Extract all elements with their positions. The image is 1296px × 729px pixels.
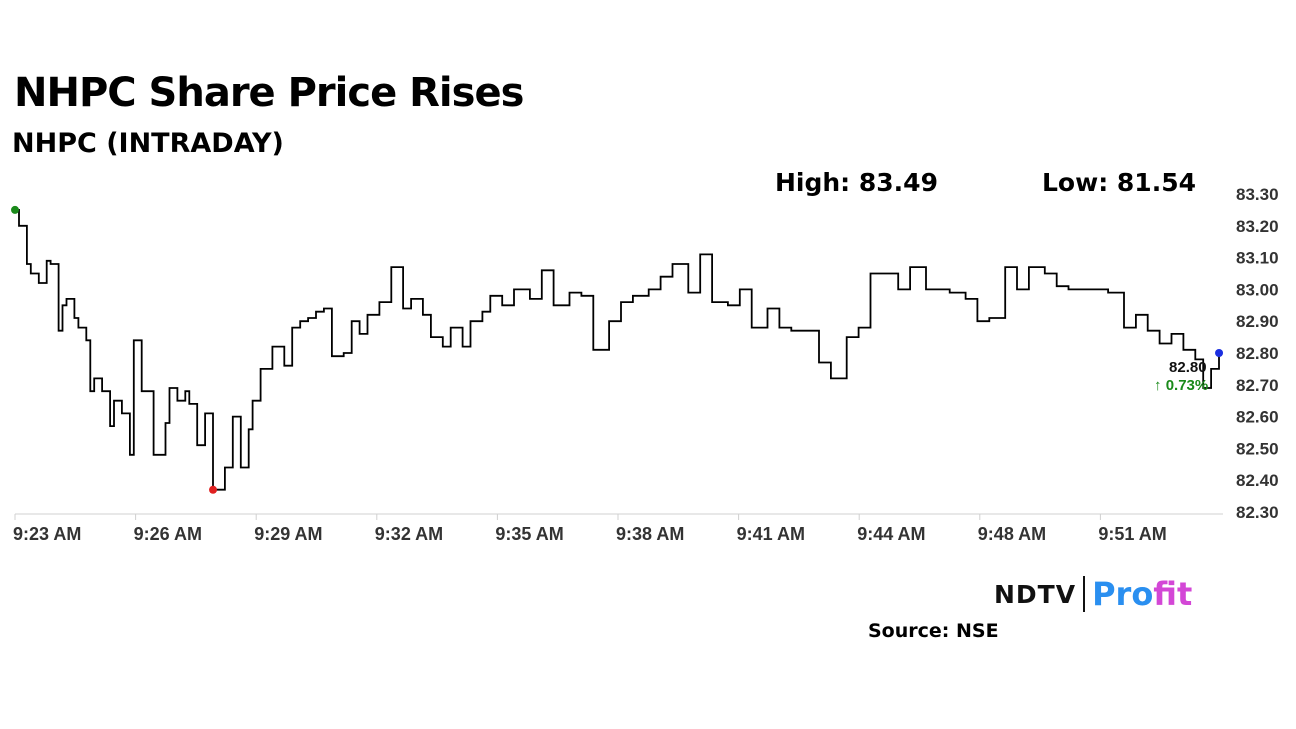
y-tick-label: 83.30 [1236, 185, 1279, 204]
y-tick-label: 82.40 [1236, 471, 1279, 490]
x-tick-label: 9:48 AM [978, 524, 1046, 544]
y-tick-label: 82.60 [1236, 408, 1279, 427]
start-marker [11, 205, 19, 214]
y-tick-label: 83.10 [1236, 249, 1279, 268]
x-tick-label: 9:32 AM [375, 524, 443, 544]
y-tick-label: 82.90 [1236, 312, 1279, 331]
last-price-label: 82.80 [1169, 359, 1207, 376]
logo-profit-part-2: fit [1153, 575, 1193, 613]
x-tick-label: 9:35 AM [495, 524, 563, 544]
y-axis: 83.30 83.20 83.10 83.00 82.90 82.80 82.70 82.60… [1236, 185, 1279, 522]
y-tick-label: 82.50 [1236, 439, 1279, 458]
y-tick-label: 82.30 [1236, 503, 1279, 522]
x-tick-label: 9:29 AM [254, 524, 322, 544]
x-tick-label: 9:41 AM [737, 524, 805, 544]
chart-title: NHPC (INTRADAY) [12, 128, 284, 159]
ndtv-profit-logo: NDTV Profit [994, 574, 1192, 614]
x-tick-label: 9:51 AM [1098, 524, 1166, 544]
change-label: ↑ 0.73% [1154, 377, 1208, 394]
x-tick-label: 9:26 AM [134, 524, 202, 544]
high-label: High: 83.49 [775, 168, 938, 197]
logo-profit-text: Profit [1092, 575, 1192, 613]
logo-divider [1083, 576, 1086, 612]
x-tick-label: 9:23 AM [13, 524, 81, 544]
y-tick-label: 83.00 [1236, 280, 1279, 299]
logo-profit-part-1: Pro [1092, 575, 1154, 613]
logo-ndtv-text: NDTV [994, 579, 1077, 609]
y-tick-label: 82.70 [1236, 376, 1279, 395]
y-tick-label: 83.20 [1236, 217, 1279, 236]
price-line [15, 209, 1220, 491]
y-tick-label: 82.80 [1236, 344, 1279, 363]
end-marker [1215, 349, 1224, 357]
x-tick-label: 9:38 AM [616, 524, 684, 544]
low-marker [209, 485, 218, 494]
low-label: Low: 81.54 [1042, 168, 1196, 197]
source-label: Source: NSE [868, 620, 999, 642]
x-axis: 9:23 AM 9:26 AM 9:29 AM 9:32 AM 9:35 AM 9:38 … [13, 514, 1167, 544]
headline: NHPC Share Price Rises [14, 70, 524, 116]
x-tick-label: 9:44 AM [857, 524, 925, 544]
